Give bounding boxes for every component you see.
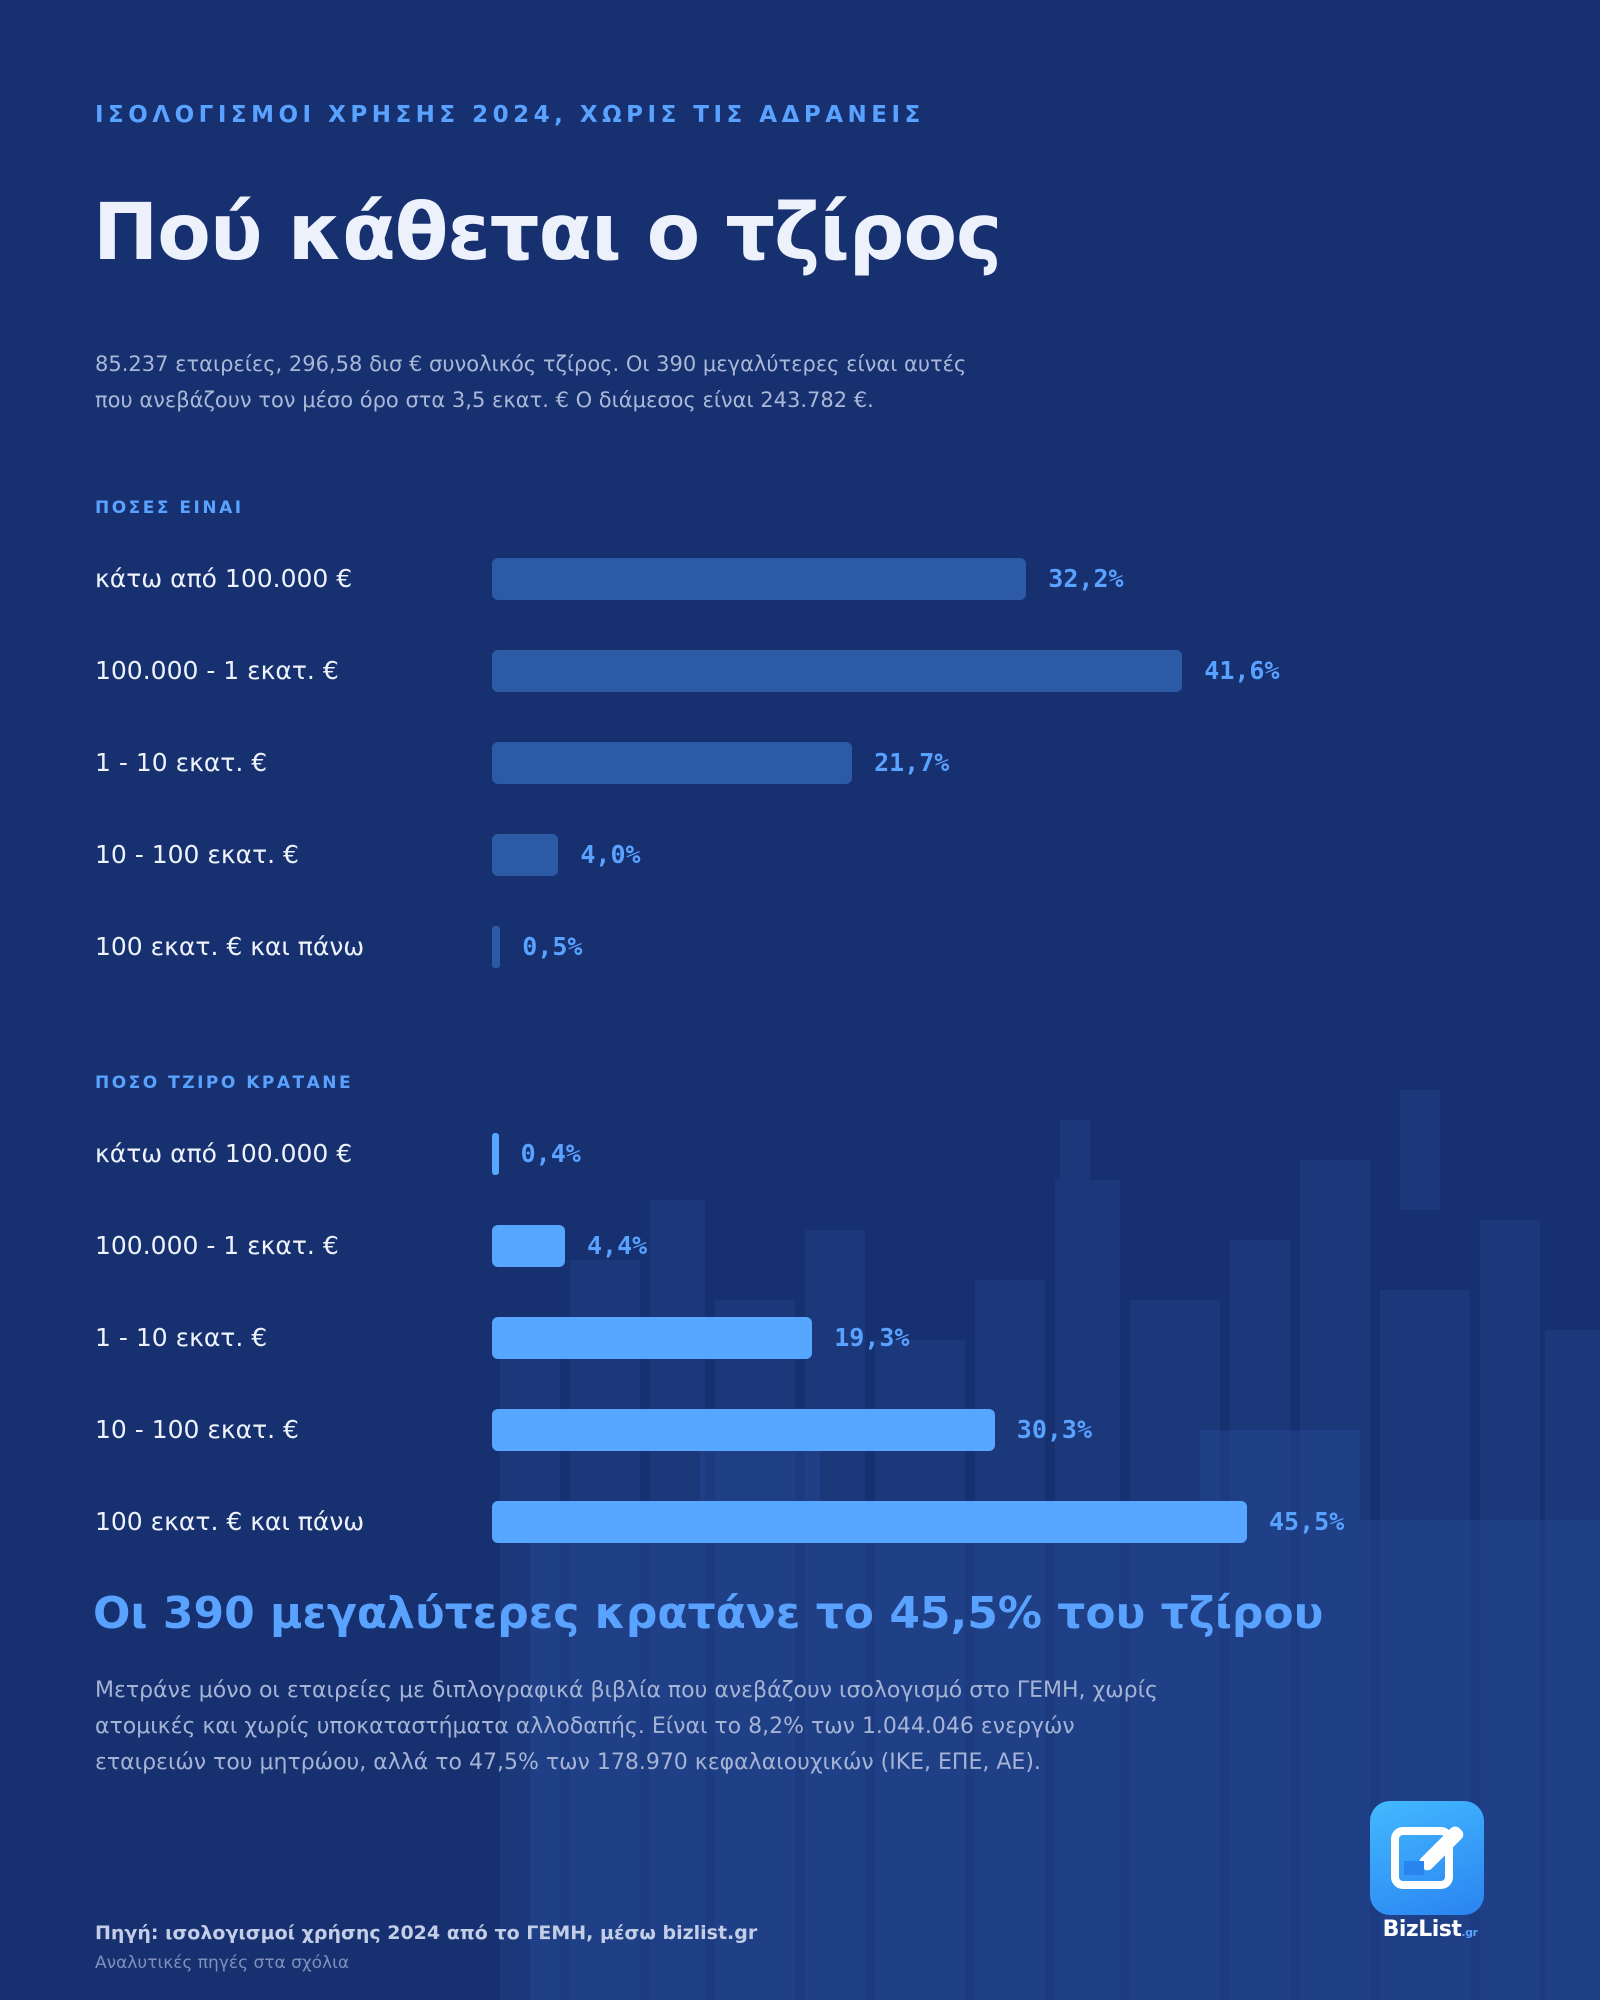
page-title: Πού κάθεται ο τζίρος [93,188,1002,278]
bar [492,650,1183,692]
edit-pencil-icon [1391,1826,1464,1889]
methodology-note: Μετράνε μόνο οι εταιρείες με διπλογραφικ… [95,1678,1158,1775]
bar-value-label: 32,2% [1048,564,1124,593]
bar [492,1409,995,1451]
category-label: κάτω από 100.000 € [95,1139,353,1168]
category-label: 100 εκατ. € και πάνω [95,932,365,961]
bar-value-label: 0,5% [522,932,583,961]
bar-value-label: 21,7% [874,748,950,777]
bar [492,1225,565,1267]
bar-value-label: 0,4% [520,1139,581,1168]
kicker: ΙΣΟΛΟΓΙΣΜΟΙ ΧΡΗΣΗΣ 2024, ΧΩΡΙΣ ΤΙΣ ΑΔΡΑΝ… [95,102,925,128]
chart-title: ΠΟΣΟ ΤΖΙΡΟ ΚΡΑΤΑΝΕ [95,1073,354,1093]
logo-name: BizList [1382,1917,1462,1942]
logo-wordmark: BizList.gr [1370,1917,1490,1942]
category-label: 1 - 10 εκατ. € [95,1323,268,1352]
category-label: 100 εκατ. € και πάνω [95,1507,365,1536]
category-label: 100.000 - 1 εκατ. € [95,656,339,685]
bar [492,558,1027,600]
chart-title: ΠΟΣΕΣ ΕΙΝΑΙ [95,498,244,518]
bar-value-label: 30,3% [1016,1415,1093,1444]
bar [492,926,501,968]
bar [492,1501,1247,1543]
category-label: 1 - 10 εκατ. € [95,748,268,777]
source-text: Πηγή: ισολογισμοί χρήσης 2024 από το ΓΕΜ… [95,1922,758,1944]
bar-value-label: 45,5% [1269,1507,1345,1536]
logo [1370,1801,1484,1915]
category-label: 10 - 100 εκατ. € [95,840,299,869]
headline: Οι 390 μεγαλύτερες κρατάνε το 45,5% του … [93,1588,1324,1639]
bar [492,1317,813,1359]
bar [492,834,559,876]
bar [492,1133,499,1175]
category-label: 100.000 - 1 εκατ. € [95,1231,339,1260]
bar-value-label: 19,3% [834,1323,910,1352]
bar [492,742,853,784]
category-label: κάτω από 100.000 € [95,564,353,593]
bar-value-label: 41,6% [1204,656,1280,685]
bar-value-label: 4,4% [587,1231,648,1260]
bar-value-label: 4,0% [580,840,641,869]
subtitle: 85.237 εταιρείες, 296,58 δισ € συνολικός… [95,352,967,412]
category-label: 10 - 100 εκατ. € [95,1415,299,1444]
logo-suffix: .gr [1461,1926,1478,1939]
source-note: Αναλυτικές πηγές στα σχόλια [95,1953,350,1973]
